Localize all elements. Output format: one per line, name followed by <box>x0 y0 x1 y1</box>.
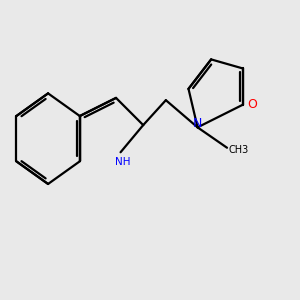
Text: N: N <box>193 117 202 130</box>
Text: NH: NH <box>115 157 130 167</box>
Text: O: O <box>247 98 257 111</box>
Text: CH3: CH3 <box>228 145 248 155</box>
